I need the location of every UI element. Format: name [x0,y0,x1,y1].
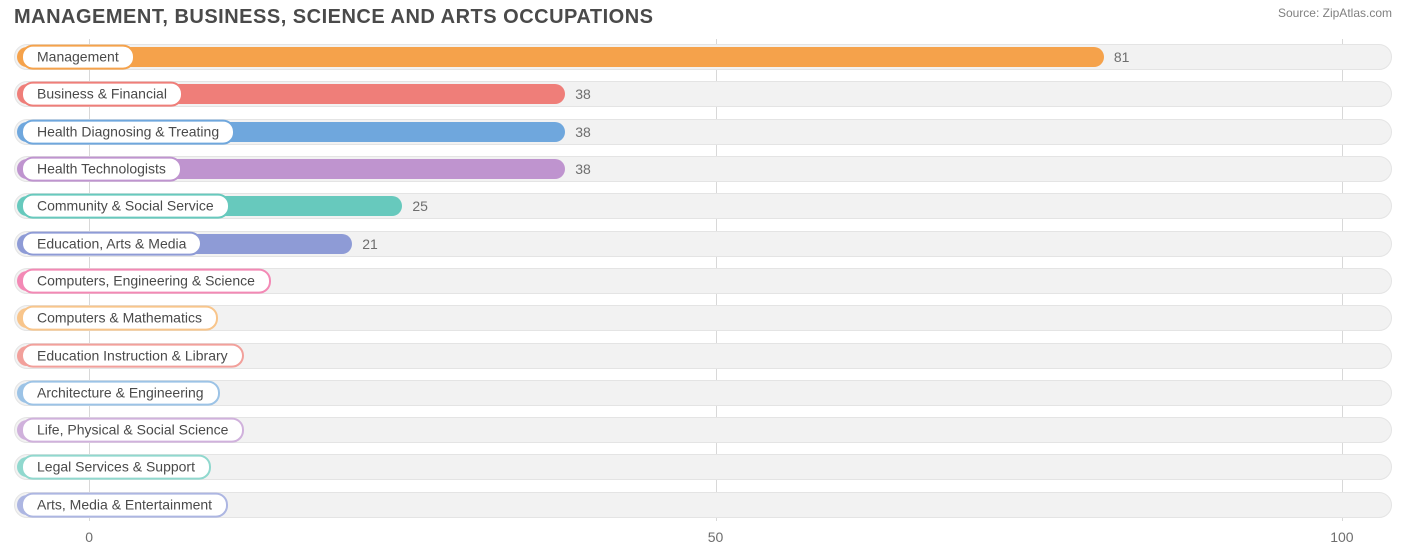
bar-track [14,380,1392,406]
bar-row: 4Education Instruction & Library [14,341,1392,371]
bar-row: 38 Health Diagnosing & Treating [14,117,1392,147]
bar-track [14,305,1392,331]
chart-title: MANAGEMENT, BUSINESS, SCIENCE AND ARTS O… [14,6,653,29]
bar-row: 4Computers & Mathematics [14,303,1392,333]
x-tick-label: 100 [1330,529,1353,545]
bar-value-label: 38 [575,161,591,177]
bar-category-pill: Architecture & Engineering [21,380,220,405]
bar-category-pill: Computers, Engineering & Science [21,269,271,294]
bar-category-pill: Community & Social Service [21,194,230,219]
source-attribution: Source: ZipAtlas.com [1278,6,1392,20]
bar-value-label: 38 [575,86,591,102]
bar-category-pill: Health Diagnosing & Treating [21,119,235,144]
chart-area: 81 Management 38 Business & Financial 38 Heal… [14,39,1392,549]
x-tick-label: 0 [85,529,93,545]
x-tick-label: 50 [708,529,724,545]
bar-category-pill: Education Instruction & Library [21,343,244,368]
bar-value-label: 81 [1114,49,1130,65]
bar-category-pill: Computers & Mathematics [21,306,218,331]
bar-row: 0Architecture & Engineering [14,378,1392,408]
source-label: Source: [1278,6,1319,20]
bar-row: 0Life, Physical & Social Science [14,415,1392,445]
bar-row: 0Arts, Media & Entertainment [14,490,1392,520]
bar-category-pill: Education, Arts & Media [21,231,202,256]
bar-category-pill: Legal Services & Support [21,455,211,480]
bar-value-label: 25 [412,198,428,214]
x-axis: 0 50 100 [14,525,1392,549]
bar-row: 0Legal Services & Support [14,452,1392,482]
bar-value-label: 38 [575,124,591,140]
bar [17,47,1104,67]
bar-track [14,454,1392,480]
bar-row: 38 Health Technologists [14,154,1392,184]
bar-category-pill: Life, Physical & Social Science [21,418,244,443]
bar-value-label: 21 [362,236,378,252]
bar-row: 81 Management [14,42,1392,72]
bar-category-pill: Management [21,45,135,70]
bar-row: 38 Business & Financial [14,79,1392,109]
bar-row: 4Computers, Engineering & Science [14,266,1392,296]
bar-category-pill: Business & Financial [21,82,183,107]
chart-header: MANAGEMENT, BUSINESS, SCIENCE AND ARTS O… [0,0,1406,31]
bar-category-pill: Health Technologists [21,157,182,182]
source-site: ZipAtlas.com [1323,6,1392,20]
bars-container: 81 Management 38 Business & Financial 38 Heal… [14,39,1392,521]
bar-row: 21 Education, Arts & Media [14,229,1392,259]
bar-row: 25 Community & Social Service [14,191,1392,221]
bar-category-pill: Arts, Media & Entertainment [21,492,228,517]
